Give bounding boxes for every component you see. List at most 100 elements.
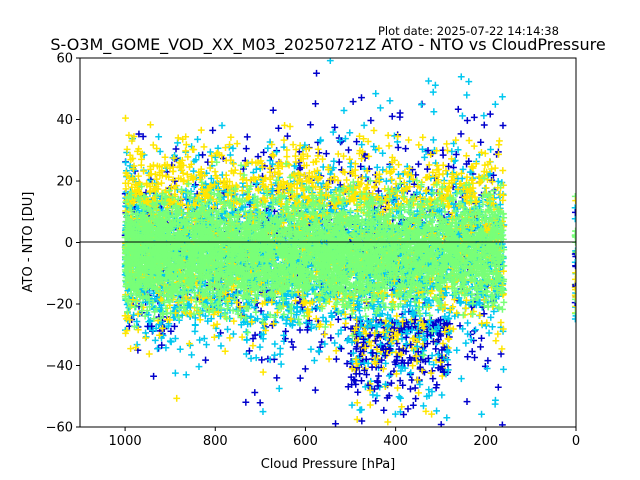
data-point [282,320,290,328]
data-point [499,93,506,101]
data-point [230,330,237,338]
data-point [301,365,309,373]
data-point [373,164,381,171]
data-point [171,322,178,330]
data-point [334,316,342,323]
data-point [283,153,291,161]
data-point [478,334,485,342]
data-point [433,407,440,415]
data-point [386,163,393,171]
data-point [144,311,152,319]
data-point [457,73,465,81]
data-point [221,347,229,355]
data-point [494,383,502,391]
data-point [229,144,237,152]
data-point [310,357,318,364]
data-point [330,157,338,165]
data-point [425,77,432,85]
data-point [258,356,266,364]
data-point [373,392,381,400]
data-point [200,143,208,151]
data-point [276,345,284,352]
plot-date-text: Plot date: 2025-07-22 14:14:38 [378,24,559,38]
data-point [459,165,467,173]
data-point [492,396,499,404]
data-point [471,327,478,335]
data-point [325,355,333,363]
data-point [150,372,157,380]
data-point [385,372,393,380]
data-point [421,153,428,161]
data-point [340,107,348,114]
data-point [358,94,365,102]
data-point [444,147,451,154]
data-point [480,112,488,120]
data-point [438,391,446,399]
data-point [327,334,335,342]
data-point [485,329,493,337]
data-point [384,418,392,426]
data-point [148,322,156,330]
data-point [218,122,226,129]
data-point [264,144,272,152]
data-point [307,121,314,129]
data-point [471,354,478,361]
data-points [121,58,576,427]
data-point [498,421,506,427]
data-point [227,133,235,141]
data-point [375,372,382,380]
data-point [202,356,209,364]
data-point [487,313,495,321]
data-point [445,162,453,170]
data-point [266,157,274,164]
data-point [332,420,339,427]
data-point [465,137,473,144]
data-point [322,150,330,157]
data-point [191,327,199,335]
data-point [195,363,203,371]
data-point [487,146,495,153]
data-point [404,405,412,413]
data-point [463,398,471,405]
data-point [354,388,362,396]
data-point [462,339,470,347]
data-point [315,149,323,157]
data-point [480,121,488,129]
data-point [249,335,257,343]
data-point [398,335,406,343]
data-point [402,333,410,341]
data-point [431,81,439,89]
data-point [367,117,375,124]
data-point [176,345,184,353]
data-point [380,406,388,414]
data-point [499,167,507,174]
data-point [409,401,417,409]
data-point [402,145,409,152]
data-point [500,366,507,373]
data-point [269,106,277,114]
data-point [454,146,462,154]
data-point [342,319,350,327]
data-point [199,151,206,159]
data-point [386,97,394,105]
data-point [256,399,264,407]
chart-title: S-O3M_GOME_VOD_XX_M03_20250721Z ATO - NT… [50,35,605,55]
data-point [210,333,218,341]
data-point [182,371,190,379]
data-point [289,343,297,351]
data-point [477,138,485,146]
data-point [273,374,281,382]
data-point [200,335,208,342]
data-point [366,401,374,409]
data-point [360,121,368,129]
data-point [457,130,465,138]
data-point [379,149,387,157]
data-point [477,343,484,351]
data-point [463,117,471,124]
data-point [345,146,352,154]
data-point [415,160,422,168]
data-point [463,91,471,99]
data-point [211,168,219,176]
data-point [397,367,405,375]
